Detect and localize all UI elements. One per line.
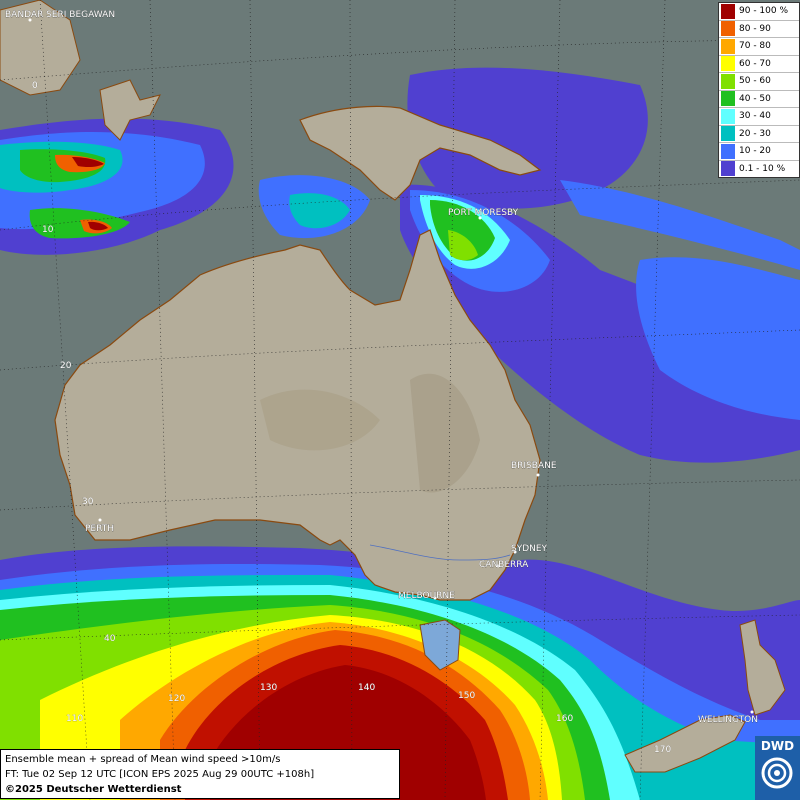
legend-item: 50 - 60 [719, 72, 799, 90]
legend-swatch [721, 108, 735, 124]
legend-swatch [721, 38, 735, 54]
city-label-sydney: SYDNEY [511, 544, 548, 554]
lon-label: 120 [168, 694, 185, 704]
wind-probability-field-north [0, 67, 800, 463]
info-box: Ensemble mean + spread of Mean wind spee… [0, 749, 400, 799]
dwd-logo-text: DWD [760, 739, 795, 753]
legend-item: 10 - 20 [719, 142, 799, 160]
legend-label: 40 - 50 [739, 93, 771, 104]
sulawesi-landmass [99, 79, 161, 141]
lon-label: 140 [358, 683, 375, 693]
legend-label: 10 - 20 [739, 146, 771, 157]
legend-item: 60 - 70 [719, 54, 799, 73]
city-label-port-moresby: PORT MORESBY [448, 208, 519, 218]
product-description: Ensemble mean + spread of Mean wind spee… [5, 754, 281, 765]
legend-label: 80 - 90 [739, 23, 771, 34]
dwd-swirl-icon [761, 757, 793, 789]
lat-label: 30 [82, 497, 94, 507]
legend-swatch [721, 21, 735, 37]
terrain-shade [410, 373, 480, 493]
legend-swatch [721, 161, 735, 177]
legend-label: 70 - 80 [739, 41, 771, 52]
legend-label: 30 - 40 [739, 111, 771, 122]
city-label-brisbane: BRISBANE [511, 461, 557, 471]
legend-swatch [721, 3, 735, 19]
legend-label: 0.1 - 10 % [739, 163, 786, 174]
legend-item: 80 - 90 [719, 19, 799, 38]
grid-labels: 0 10 20 30 40 110 120 130 140 150 160 17… [32, 81, 672, 755]
lat-label: 10 [42, 225, 54, 235]
legend-label: 20 - 30 [739, 128, 771, 139]
new-guinea-landmass [299, 105, 542, 201]
city-markers: BANDAR SERI BEGAWAN PORT MORESBY BRISBAN… [5, 10, 758, 725]
legend-item: 20 - 30 [719, 124, 799, 143]
lon-label: 150 [458, 691, 475, 701]
lon-label: 110 [66, 714, 83, 724]
legend-swatch [721, 143, 735, 159]
lat-label: 20 [60, 361, 72, 371]
city-label-wellington: WELLINGTON [698, 715, 758, 725]
city-label-canberra: CANBERRA [479, 560, 529, 570]
city-label-perth: PERTH [85, 524, 114, 534]
legend-swatch [721, 126, 735, 142]
terrain-shade [260, 389, 380, 451]
river [369, 544, 511, 561]
legend-swatch [721, 73, 735, 89]
legend-label: 50 - 60 [739, 76, 771, 87]
tasmania-landmass [419, 619, 461, 671]
new-zealand-north-island [739, 619, 786, 716]
legend-swatch [721, 91, 735, 107]
city-label-bandar-seri-begawan: BANDAR SERI BEGAWAN [5, 10, 115, 20]
lat-label: 40 [104, 634, 116, 644]
legend-item: 90 - 100 % [719, 3, 799, 20]
lat-label: 0 [32, 81, 38, 91]
legend-item: 30 - 40 [719, 107, 799, 125]
new-zealand-south-island [624, 714, 746, 773]
dwd-logo: DWD [755, 736, 800, 800]
lon-label: 130 [260, 683, 277, 693]
legend-item: 40 - 50 [719, 89, 799, 108]
legend-label: 90 - 100 % [739, 6, 789, 17]
lon-label: 170 [654, 745, 671, 755]
copyright: ©2025 Deutscher Wetterdienst [5, 784, 182, 795]
legend-label: 60 - 70 [739, 58, 771, 69]
city-label-melbourne: MELBOURNE [398, 591, 455, 601]
forecast-time: FT: Tue 02 Sep 12 UTC [ICON EPS 2025 Aug… [5, 769, 315, 780]
legend-item: 0.1 - 10 % [719, 159, 799, 178]
legend-item: 70 - 80 [719, 37, 799, 55]
borneo-landmass [0, 0, 81, 96]
legend-swatch [721, 56, 735, 72]
legend: 90 - 100 % 80 - 90 70 - 80 60 - 70 50 - … [718, 2, 800, 178]
lon-label: 160 [556, 714, 573, 724]
